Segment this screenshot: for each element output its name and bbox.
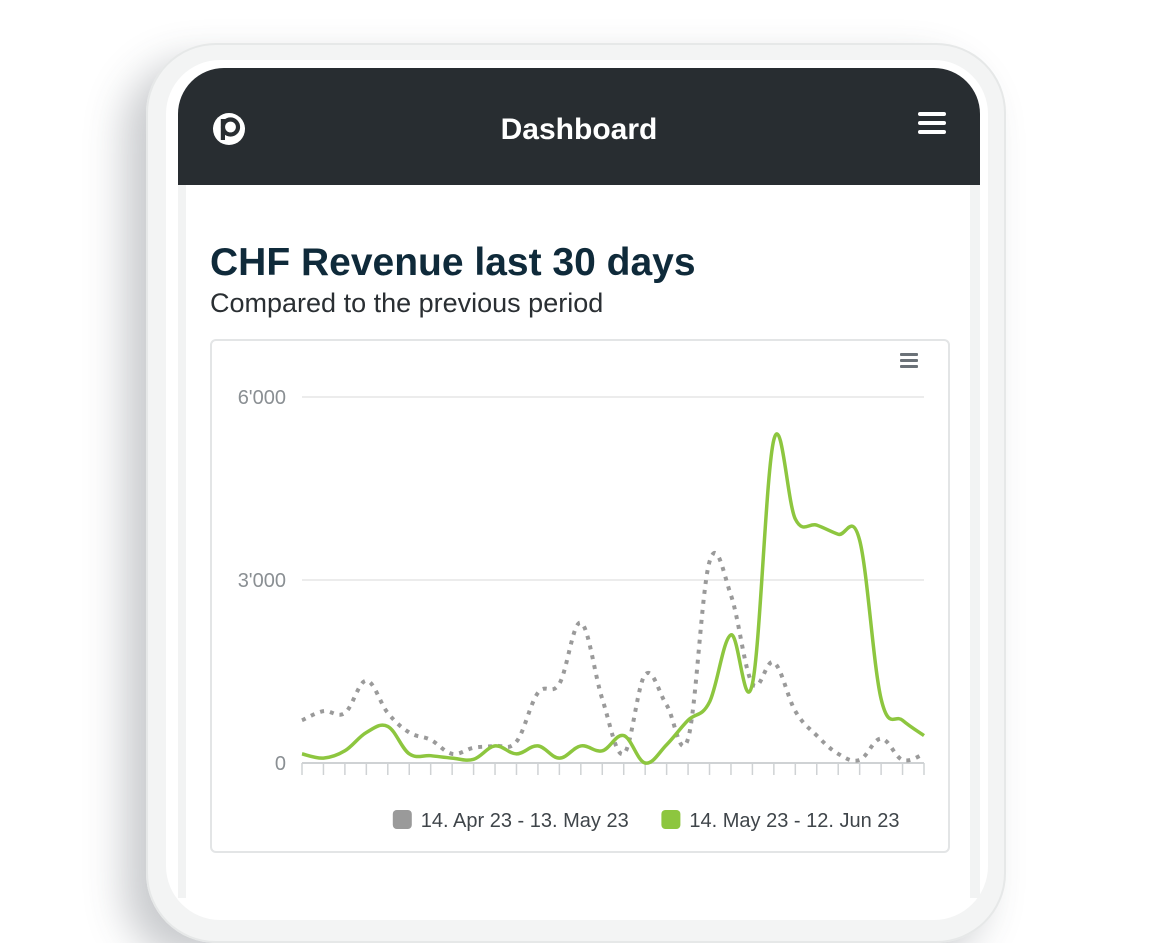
legend-swatch: [392, 810, 412, 829]
app-bar: Dashboard: [178, 68, 980, 185]
legend-label: 14. May 23 - 12. Jun 23: [689, 810, 899, 832]
chart-canvas: 0 3'000 6'000 14. Apr 23 - 13. May 23 14. Ma…: [238, 387, 926, 832]
dashboard-content: CHF Revenue last 30 days Compared to the…: [186, 185, 970, 898]
hamburger-menu-icon[interactable]: [916, 110, 948, 136]
revenue-chart: 0 3'000 6'000 14. Apr 23 - 13. May 23 14. Ma…: [210, 339, 950, 853]
series-line-2: [301, 432, 926, 765]
legend-swatch: [661, 810, 681, 829]
card-title: CHF Revenue last 30 days: [210, 241, 696, 284]
y-tick-label: 3'000: [238, 570, 286, 592]
chart-context-menu-icon[interactable]: [898, 351, 920, 369]
phone-screen: Dashboard CHF Revenue last 30 days Compa…: [178, 68, 980, 898]
p-logo-icon[interactable]: [212, 112, 246, 146]
page-title: Dashboard: [500, 113, 658, 146]
y-tick-label: 6'000: [238, 387, 286, 409]
series-line-1: [301, 551, 925, 763]
y-tick-label: 0: [275, 753, 286, 775]
legend-label: 14. Apr 23 - 13. May 23: [421, 810, 629, 832]
card-subtitle: Compared to the previous period: [210, 288, 604, 318]
